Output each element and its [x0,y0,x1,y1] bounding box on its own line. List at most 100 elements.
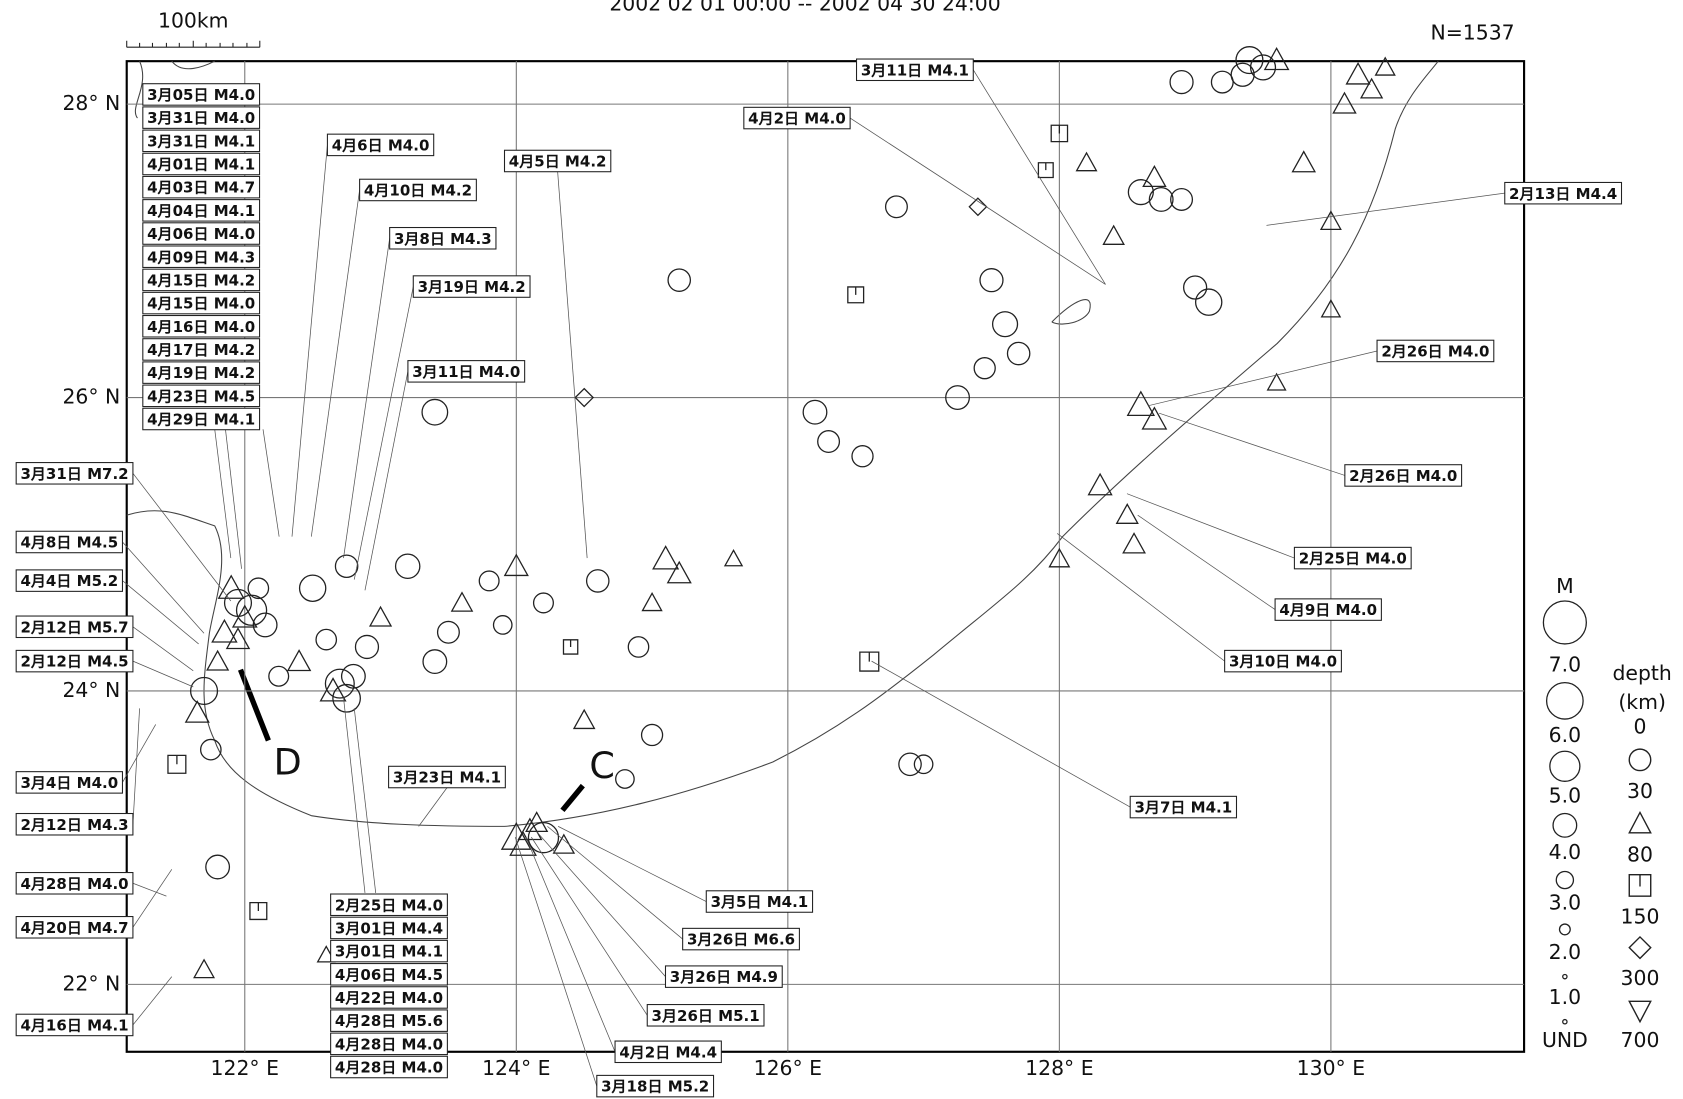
leader-line [343,697,366,893]
annotation-box [1293,546,1412,570]
annotation: 4月22日 M4.0 [330,986,448,1009]
lon-label: 122° E [211,1056,279,1080]
annotation: 4月16日 M4.1 [15,1013,134,1037]
event [268,665,290,687]
annotation-label: 4月22日 M4.0 [335,989,443,1007]
annotation-label: 2月12日 M5.7 [20,618,128,636]
scale-bar [126,40,261,48]
annotation-label: 3月26日 M6.6 [687,931,795,949]
annotation: 4月29日 M4.1 [142,407,261,431]
legend-label: 3.0 [1549,891,1581,915]
annotation-box [142,245,261,268]
event [1050,124,1069,143]
leader-line [972,69,1106,285]
legend-label: 4.0 [1549,840,1581,864]
annotation-label: 4月2日 M4.4 [619,1043,717,1061]
annotation: 2月26日 M4.0 [1376,339,1495,363]
scale-label: 100km [158,8,229,32]
annotation-label: 4月20日 M4.7 [20,919,128,937]
annotation: 3月8日 M4.3 [389,226,497,250]
event [802,399,828,425]
annotation: 4月15日 M4.2 [142,268,261,292]
annotation-label: 3月01日 M4.4 [335,919,443,937]
event [1102,224,1125,245]
annotation-box [15,872,134,895]
event [574,387,595,408]
leader-line [1137,514,1276,610]
leader-line [262,429,280,537]
event [1183,275,1208,300]
event [340,663,366,689]
event [1266,372,1287,391]
annotation: 4月16日 M4.0 [142,314,261,338]
annotation: 4月06日 M4.5 [330,963,448,986]
annotation-box [142,361,261,384]
leader-line [1126,493,1295,559]
annotation: 4月9日 M4.0 [1274,598,1382,621]
annotation-label: 2月13日 M4.4 [1509,185,1617,203]
event [1122,532,1146,554]
event [478,570,500,592]
event [847,286,865,304]
annotation-box [142,268,261,292]
event [211,618,238,643]
annotation: 2月12日 M4.5 [15,649,134,673]
annotation: 3月7日 M4.1 [1129,795,1238,819]
event [1142,164,1167,188]
legend-symbol [1558,923,1571,936]
legend-label: 700 [1621,1028,1660,1052]
lon-label: 126° E [754,1056,822,1080]
leader-line [536,831,666,977]
annotation-label: 3月23日 M4.1 [393,769,501,787]
leader-line [1056,533,1225,662]
event [527,821,560,854]
annotation: 4月01日 M4.1 [142,152,261,176]
annotation: 3月31日 M7.2 [15,462,134,485]
profile-marker: C [589,744,614,787]
annotation-label: 4月16日 M4.0 [147,318,255,336]
annotation: 2月25日 M4.0 [1293,546,1412,570]
annotation-box [142,175,261,199]
trench [126,60,1439,827]
event [354,634,380,660]
leader-line [849,117,1106,285]
event [436,620,460,644]
event [585,569,610,593]
leader-line [132,882,167,897]
event [1126,390,1156,416]
annotation: 3月11日 M4.0 [407,360,526,383]
event [1037,162,1054,179]
annotation-label: 2月26日 M4.0 [1381,343,1489,361]
annotation: 3月19日 M4.2 [412,275,531,298]
legend-label: 6.0 [1549,723,1581,747]
leader-line [531,836,648,1016]
leader-line [364,371,409,591]
event [859,651,880,672]
event [298,574,327,602]
annotation-label: 4月16日 M4.1 [20,1017,128,1035]
annotation: 4月17日 M4.2 [142,338,261,361]
event [652,545,680,570]
annotation: 4月28日 M4.0 [330,1055,448,1079]
profile-marker: D [274,741,302,784]
event [1115,503,1139,524]
annotation-label: 3月5日 M4.1 [711,893,809,911]
event [1291,150,1317,173]
legend-label: 5.0 [1549,783,1581,807]
annotation: 3月5日 M4.1 [705,890,814,913]
annotation-label: 2月26日 M4.0 [1349,467,1457,485]
legend-label: 1.0 [1549,985,1581,1009]
event [562,639,579,655]
event [979,268,1004,293]
annotation-label: 3月7日 M4.1 [1134,799,1232,817]
event [315,628,338,651]
annotation-box [142,291,261,315]
event [1170,187,1194,211]
annotation: 3月31日 M4.0 [142,106,261,129]
event [324,668,355,699]
annotation-box [1224,649,1342,673]
annotation-box [15,530,124,554]
annotation-label: 4月15日 M4.0 [147,295,255,313]
annotation: 3月10日 M4.0 [1224,649,1342,673]
annotation: 4月06日 M4.0 [142,222,261,245]
